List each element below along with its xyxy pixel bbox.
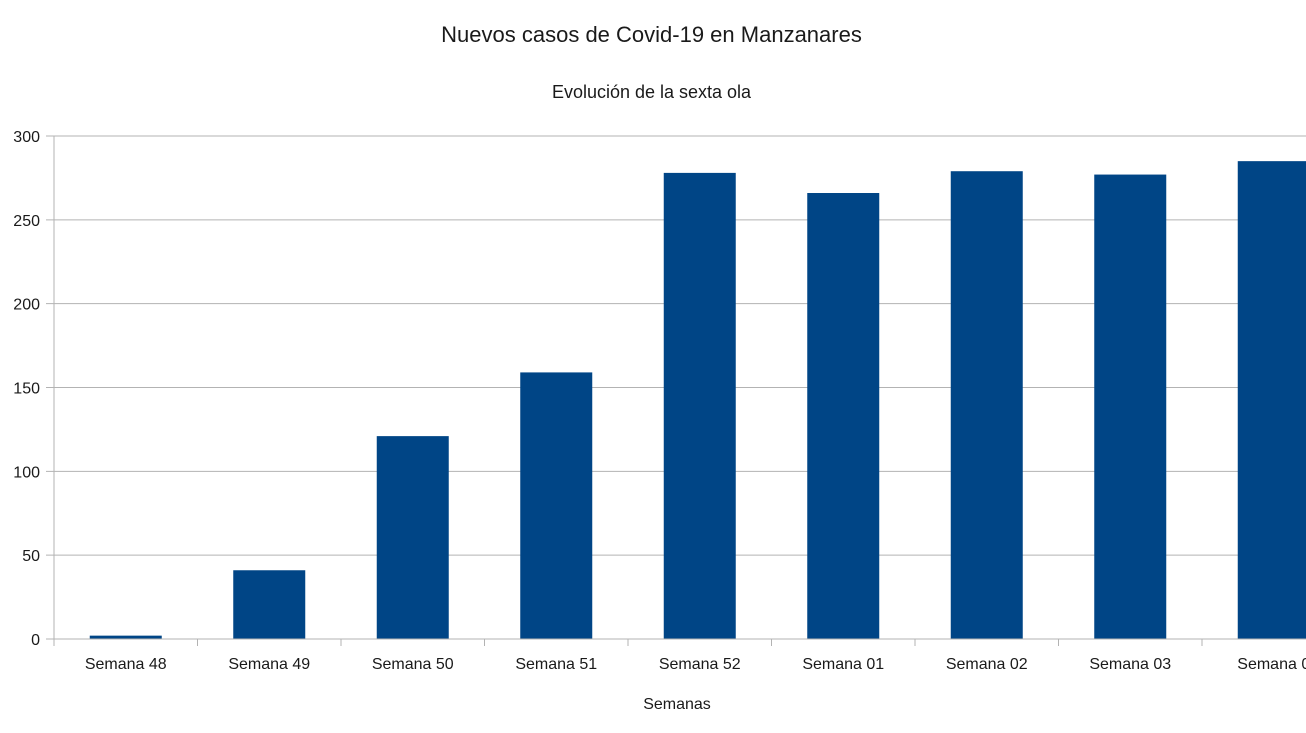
bars bbox=[89, 161, 1306, 640]
y-tick-label: 50 bbox=[22, 548, 40, 565]
bar bbox=[950, 171, 1023, 639]
x-tick-label: Semana 52 bbox=[659, 656, 741, 673]
x-tick-label: Semana 49 bbox=[228, 656, 310, 673]
y-tick-label: 0 bbox=[31, 632, 40, 649]
x-tick-label: Semana 03 bbox=[1089, 656, 1171, 673]
axes bbox=[46, 136, 1306, 646]
x-tick-label: Semana 50 bbox=[372, 656, 454, 673]
x-tick-label: Semana 01 bbox=[802, 656, 884, 673]
bar bbox=[233, 570, 306, 639]
bar bbox=[520, 372, 593, 639]
y-tick-label: 200 bbox=[13, 297, 40, 314]
bar bbox=[376, 436, 449, 639]
x-tick-label: Semana 48 bbox=[85, 656, 167, 673]
x-tick-label: Semana 51 bbox=[515, 656, 597, 673]
y-tick-label: 150 bbox=[13, 381, 40, 398]
chart-title: Nuevos casos de Covid-19 en Manzanares bbox=[441, 22, 862, 47]
bar bbox=[1237, 161, 1306, 639]
y-tick-label: 250 bbox=[13, 213, 40, 230]
bar bbox=[1094, 174, 1167, 639]
x-tick-labels: Semana 48 Semana 49 Semana 50 Semana 51 Sema… bbox=[85, 656, 1306, 673]
bar bbox=[89, 635, 162, 639]
chart-subtitle: Evolución de la sexta ola bbox=[551, 82, 752, 102]
y-tick-label: 300 bbox=[13, 129, 40, 146]
x-tick-label: Semana 02 bbox=[946, 656, 1028, 673]
x-tick-label: Semana 0 bbox=[1237, 656, 1306, 673]
y-tick-label: 100 bbox=[13, 464, 40, 481]
bar bbox=[663, 172, 736, 640]
bar bbox=[807, 193, 880, 640]
x-axis-title: Semanas bbox=[643, 696, 711, 713]
y-tick-labels: 0 50 100 150 200 250 300 bbox=[13, 129, 40, 649]
